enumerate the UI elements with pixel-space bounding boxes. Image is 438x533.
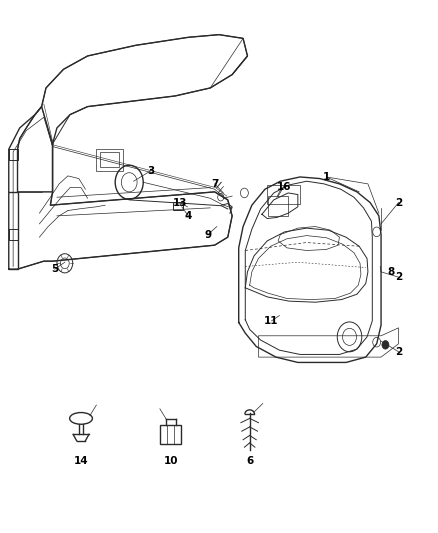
Text: 9: 9: [205, 230, 212, 239]
Text: 2: 2: [395, 347, 402, 357]
Text: 2: 2: [395, 272, 402, 282]
Text: 8: 8: [388, 267, 395, 277]
Text: 2: 2: [395, 198, 402, 207]
Text: 11: 11: [264, 316, 279, 326]
Text: 1: 1: [323, 172, 330, 182]
Text: 14: 14: [74, 456, 88, 466]
Circle shape: [382, 341, 389, 349]
Text: 4: 4: [185, 211, 192, 221]
Text: 16: 16: [276, 182, 291, 191]
Text: 3: 3: [148, 166, 155, 175]
Text: 6: 6: [246, 456, 253, 466]
Text: 7: 7: [211, 179, 218, 189]
Text: 5: 5: [51, 264, 58, 274]
Text: 10: 10: [163, 456, 178, 466]
Text: 13: 13: [172, 198, 187, 207]
